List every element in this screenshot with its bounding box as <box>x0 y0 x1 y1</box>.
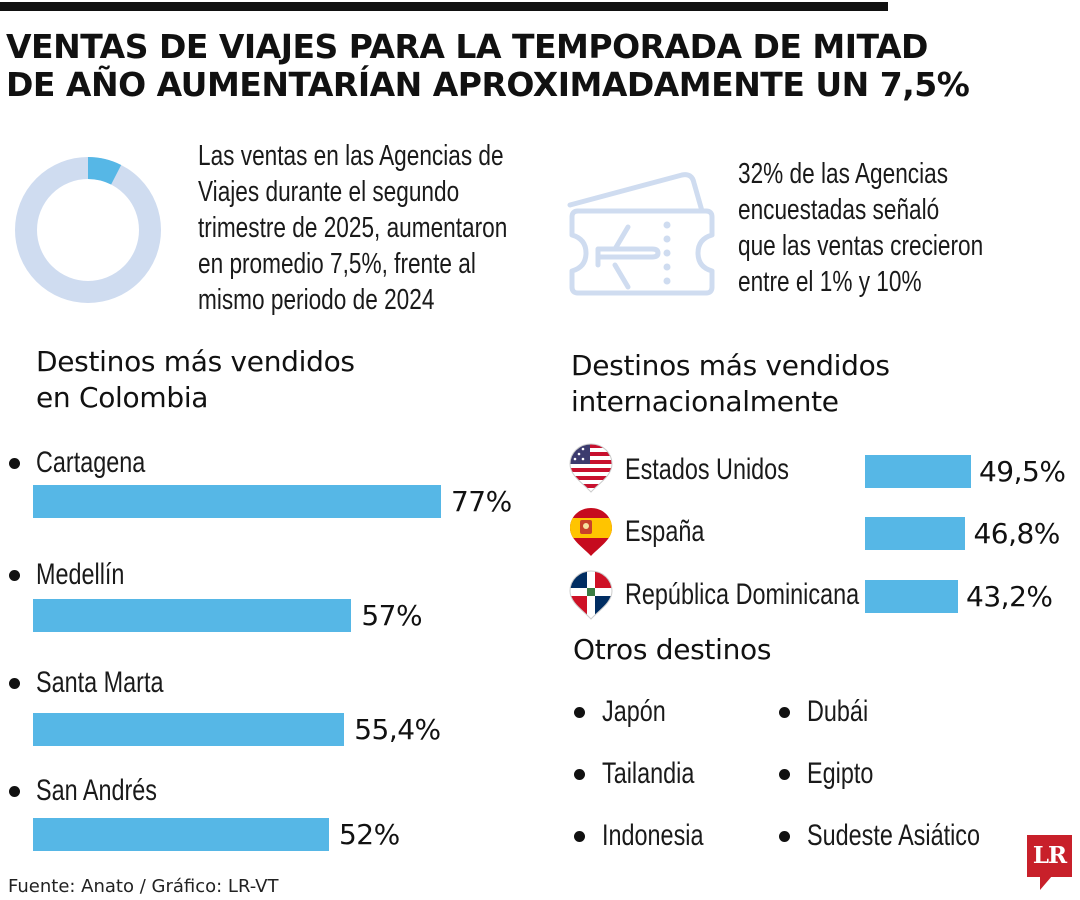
colombia-heading: Destinos más vendidos en Colombia <box>36 344 355 416</box>
summary-left-line: Las ventas en las Agencias de <box>198 140 504 172</box>
plane-ticket-icon <box>567 172 715 296</box>
international-heading: Destinos más vendidos internacionalmente <box>571 348 890 420</box>
international-heading-line-1: Destinos más vendidos <box>571 349 890 382</box>
other-destination-item: Dubái <box>807 695 869 728</box>
colombia-heading-line-2: en Colombia <box>36 381 209 414</box>
other-destination-item: Egipto <box>807 757 874 790</box>
us-flag-pin-icon <box>569 443 613 493</box>
international-bar <box>865 580 959 613</box>
bullet <box>9 458 20 469</box>
colombia-destination-label: San Andrés <box>36 774 157 807</box>
summary-right-line: 32% de las Agencias <box>738 158 949 190</box>
donut-track <box>15 157 161 303</box>
colombia-value-label: 77% <box>450 485 512 518</box>
bullet <box>9 786 20 797</box>
colombia-value-label: 57% <box>361 599 423 632</box>
bullet <box>779 707 790 718</box>
colombia-value-label: 52% <box>338 818 400 851</box>
title-line-1: VENTAS DE VIAJES PARA LA TEMPORADA DE MI… <box>6 27 928 66</box>
international-destination-label: España <box>625 515 705 548</box>
international-bar <box>865 455 971 488</box>
lr-logo <box>1027 835 1072 877</box>
other-destination-item: Sudeste Asiático <box>807 819 981 852</box>
international-heading-line-2: internacionalmente <box>571 385 839 418</box>
bullet <box>9 678 20 689</box>
colombia-destination-label: Medellín <box>36 558 125 591</box>
summary-left-text: Las ventas en las Agencias de Viajes dur… <box>198 138 595 318</box>
international-value-label: 43,2% <box>966 580 1053 613</box>
others-heading: Otros destinos <box>573 633 772 666</box>
donut-chart <box>15 157 161 303</box>
spain-flag-pin-icon <box>570 508 612 556</box>
summary-right-line: encuestadas señaló <box>738 194 940 226</box>
donut-slice-increase <box>87 157 122 185</box>
colombia-value-label: 55,4% <box>354 713 441 746</box>
other-destination-item: Tailandia <box>602 757 695 790</box>
top-rule <box>0 2 888 11</box>
lr-logo-text: LR <box>1032 842 1067 869</box>
colombia-bar <box>33 599 352 632</box>
international-value-label: 49,5% <box>978 455 1066 488</box>
international-destination-label: República Dominicana <box>625 578 860 611</box>
title-line-2: DE AÑO AUMENTARÍAN APROXIMADAMENTE UN 7,… <box>6 65 970 104</box>
bullet <box>779 769 790 780</box>
dominican-republic-flag-pin-icon <box>569 570 613 620</box>
summary-left-line: Viajes durante el segundo <box>198 176 460 208</box>
other-destination-item: Indonesia <box>602 819 704 852</box>
page-title: VENTAS DE VIAJES PARA LA TEMPORADA DE MI… <box>6 28 1066 104</box>
bullet <box>574 769 585 780</box>
colombia-heading-line-1: Destinos más vendidos <box>36 345 355 378</box>
bullet <box>9 570 20 581</box>
summary-left-line: en promedio 7,5%, frente al <box>198 248 476 280</box>
bullet <box>779 831 790 842</box>
other-destination-item: Japón <box>602 695 666 728</box>
bullet <box>574 707 585 718</box>
international-bar <box>865 517 966 550</box>
colombia-bar <box>33 485 441 518</box>
lr-logo-tail <box>1040 876 1052 890</box>
summary-left-line: mismo periodo de 2024 <box>198 284 435 316</box>
summary-right-line: que las ventas crecieron <box>738 230 984 262</box>
international-destination-label: Estados Unidos <box>625 453 789 486</box>
summary-right-line: entre el 1% y 10% <box>738 266 922 298</box>
summary-right-text: 32% de las Agencias encuestadas señaló q… <box>738 156 1052 300</box>
colombia-bar <box>33 713 345 746</box>
bullet <box>574 831 585 842</box>
colombia-bar <box>33 818 329 851</box>
international-value-label: 46,8% <box>973 517 1060 550</box>
colombia-destination-label: Cartagena <box>36 446 146 479</box>
colombia-destination-label: Santa Marta <box>36 666 164 699</box>
summary-left-line: trimestre de 2025, aumentaron <box>198 212 508 244</box>
source-credit: Fuente: Anato / Gráfico: LR-VT <box>8 876 279 897</box>
